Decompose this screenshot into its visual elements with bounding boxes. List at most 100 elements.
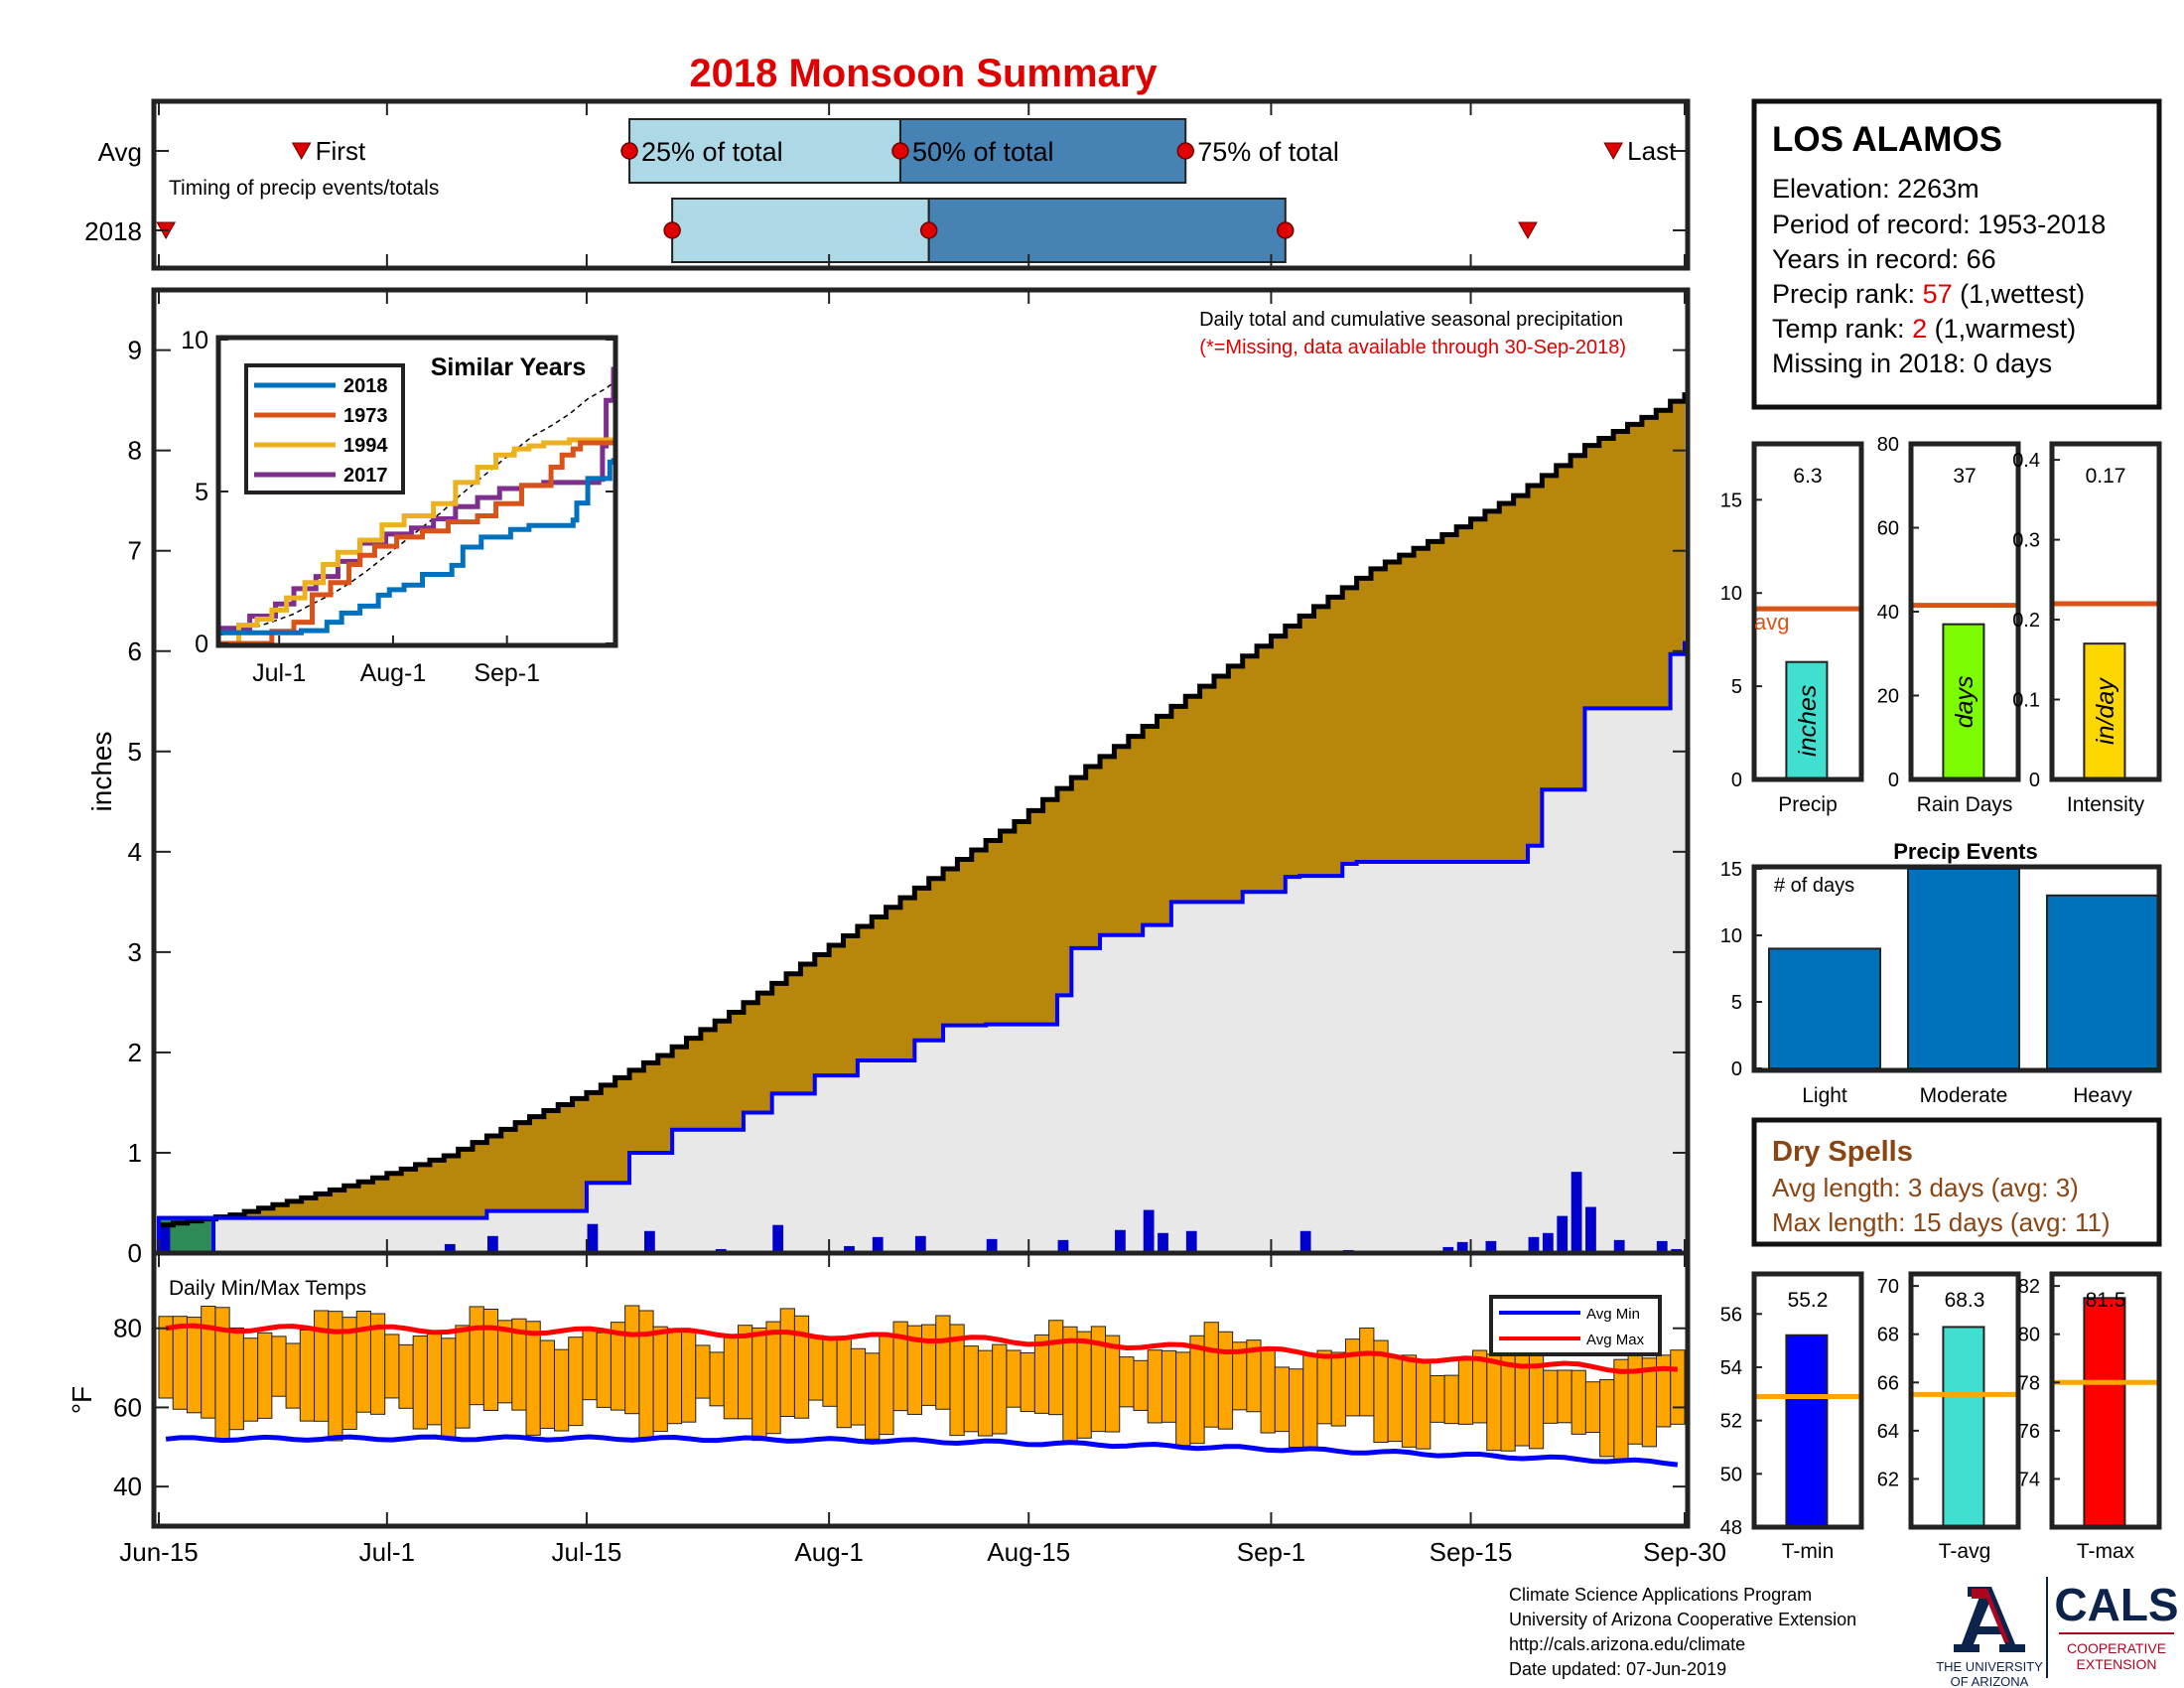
timing-box-q2 <box>927 198 1287 263</box>
temp-range-bar <box>808 1335 824 1401</box>
panel-frame <box>1751 1271 1864 1530</box>
station-elevation: Elevation: 2263m <box>1772 174 1979 204</box>
precip-events-chart: Precip Events # of days Light Moderate Hea… <box>1720 839 2162 1107</box>
precip-avg-label: avg <box>1754 610 1789 634</box>
temp-range-bar <box>737 1325 753 1420</box>
summary-bar-panels: inches 0 5 10 15 6.3 Precip avg days 0 20 40 60 80 37 R… <box>1720 434 2162 1563</box>
panel-t-min: 48 50 52 54 56 55.2 T-min <box>1720 1271 1864 1563</box>
panel-y-tick-label: 64 <box>1877 1421 1899 1443</box>
panel-y-tick-label: 52 <box>1720 1411 1742 1433</box>
panel-frame <box>2049 441 2162 782</box>
daily-precip-bar <box>1528 1236 1540 1253</box>
timing-ticks <box>154 150 1688 231</box>
timing-caption: Timing of precip events/totals <box>169 177 439 200</box>
panel-value-bar <box>1942 1326 1985 1529</box>
temp-range-bar <box>1189 1335 1205 1445</box>
temp-range-bar <box>1062 1326 1078 1443</box>
precip-y-tick-label: 2 <box>128 1038 142 1067</box>
panel-y-tick-label: 80 <box>2018 1325 2040 1346</box>
events-x-label: Heavy <box>2073 1084 2132 1107</box>
daily-precip-bar <box>1185 1230 1197 1253</box>
events-bar-moderate <box>1907 868 2020 1069</box>
panel-y-tick-label: 56 <box>1720 1304 1742 1326</box>
daily-precip-bar <box>986 1238 998 1253</box>
panel-y-tick-label: 0 <box>1731 770 1742 791</box>
daily-precip-bar <box>1542 1232 1554 1253</box>
panel-y-tick-label: 80 <box>1877 434 1899 456</box>
timing-quantile-dot <box>919 221 938 239</box>
timing-year-label: 2018 <box>84 216 142 246</box>
ua-name-line2: OF ARIZONA <box>1951 1674 2029 1688</box>
daily-precip-bar <box>844 1245 855 1253</box>
panel-frame <box>2049 1271 2162 1530</box>
panel-y-tick-label: 66 <box>1877 1372 1899 1394</box>
temp-range-bar <box>1260 1346 1276 1434</box>
temp-range-bar <box>1274 1366 1291 1433</box>
precip-y-tick-label: 0 <box>128 1238 142 1268</box>
panel-value-bar <box>1942 623 1985 780</box>
figure-title: 2018 Monsoon Summary <box>689 52 1158 95</box>
temp-range-bars <box>158 1305 1686 1461</box>
precip-y-tick-label: 5 <box>128 737 142 767</box>
temp-y-ticks: 40 60 80 <box>113 1314 1688 1501</box>
temp-range-bar <box>341 1317 357 1430</box>
panel-unit-label: inches <box>1794 685 1822 757</box>
daily-precip-bar <box>1299 1230 1311 1253</box>
precip-y-tick-label: 3 <box>128 937 142 967</box>
temp-range-bar <box>1627 1350 1643 1445</box>
daily-precip-bar <box>1057 1239 1069 1253</box>
credit-url: http://cals.arizona.edu/climate <box>1509 1634 1745 1654</box>
daily-precip-bar <box>914 1235 926 1253</box>
temp-range-bar <box>1316 1349 1332 1425</box>
timing-avg-label: Avg <box>98 137 142 167</box>
inset-x-tick-label: Aug-1 <box>360 659 427 687</box>
events-y-tick-label: 0 <box>1731 1058 1742 1080</box>
temp-range-bar <box>1401 1354 1418 1448</box>
date-axis-label: Aug-1 <box>794 1537 863 1567</box>
temp-range-bar <box>1160 1349 1177 1423</box>
temp-range-bar <box>1613 1358 1629 1461</box>
station-frame <box>1751 98 2162 410</box>
panel-y-tick-label: 62 <box>1877 1469 1899 1490</box>
daily-precip-bar <box>644 1230 655 1253</box>
temp-range-bar <box>271 1336 287 1397</box>
timing-last-label: Last <box>1627 136 1677 166</box>
temp-range-bar <box>879 1335 894 1436</box>
similar-years-inset: 0 5 10 Jul-1 Aug-1 Sep-1 Similar Years 2018 19… <box>181 327 618 687</box>
avg-max-line <box>165 1323 1679 1374</box>
temp-range-bar <box>553 1348 570 1432</box>
temp-y-tick-label: 60 <box>113 1392 142 1422</box>
precip-note: Daily total and cumulative seasonal prec… <box>1199 309 1623 331</box>
temp-frame <box>151 1250 1691 1529</box>
temp-range-bar <box>822 1338 838 1407</box>
temp-range-bar <box>652 1326 668 1433</box>
daily-precip-bar <box>1557 1215 1569 1253</box>
panel-x-label: T-min <box>1782 1540 1835 1563</box>
temp-range-bar <box>1344 1338 1361 1417</box>
panel-y-tick-label: 40 <box>1877 602 1899 624</box>
inset-legend-label: 2017 <box>343 465 388 487</box>
events-bar-heavy <box>2046 894 2159 1069</box>
temp-range-bar <box>1599 1378 1615 1458</box>
timing-quantile-dot <box>1176 142 1194 160</box>
panel-y-tick-label: 78 <box>2018 1372 2040 1394</box>
daily-precip-bar <box>1613 1239 1625 1253</box>
events-y-tick-label: 15 <box>1720 859 1742 881</box>
panel-t-avg: 62 64 66 68 70 68.3 T-avg <box>1877 1271 2021 1563</box>
inset-ticks: 0 5 10 Jul-1 Aug-1 Sep-1 <box>181 327 614 687</box>
inset-legend-label: 2018 <box>343 375 388 397</box>
temp-range-bar <box>596 1332 612 1408</box>
panel-y-tick-label: 50 <box>1720 1464 1742 1485</box>
daily-precip-bar <box>772 1224 784 1253</box>
dry-spells-box: Dry Spells Avg length: 3 days (avg: 3) M… <box>1751 1117 2162 1247</box>
panel-value-bar <box>1785 1334 1829 1528</box>
date-axis-label: Sep-1 <box>1237 1537 1305 1567</box>
temp-range-bar <box>384 1334 400 1399</box>
temp-range-bar <box>836 1336 852 1429</box>
temp-range-bar <box>1175 1351 1191 1447</box>
temp-range-bar <box>1543 1369 1559 1424</box>
temp-range-bar <box>1076 1331 1092 1439</box>
temp-range-bar <box>186 1317 203 1414</box>
temp-range-bar <box>299 1329 316 1422</box>
